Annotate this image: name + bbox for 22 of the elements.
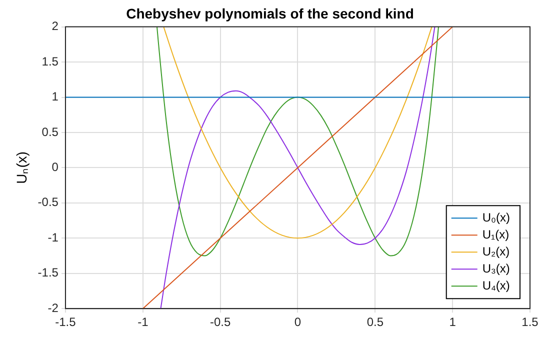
y-tick-label: 2 xyxy=(52,19,59,34)
legend-label: U₁(x) xyxy=(482,227,510,242)
y-tick-label: 1.5 xyxy=(42,54,59,68)
x-tick-label: 0.5 xyxy=(366,315,384,330)
x-tick-label: -0.5 xyxy=(210,315,231,330)
y-axis-title: Uₙ(x) xyxy=(13,151,30,184)
y-tick-label: -1 xyxy=(48,230,59,244)
x-tick-label: 0 xyxy=(294,315,302,330)
y-tick-label: 1 xyxy=(52,90,59,104)
y-tick-label: 0.5 xyxy=(42,124,59,139)
y-tick-label: 0 xyxy=(52,160,59,174)
x-tick-label: 1 xyxy=(449,315,456,330)
chart-title: Chebyshev polynomials of the second kind xyxy=(126,5,414,22)
x-tick-label: -1 xyxy=(138,315,149,330)
legend-label: U₀(x) xyxy=(482,210,510,224)
legend-label: U₂(x) xyxy=(482,244,510,258)
legend-label: U₃(x) xyxy=(482,261,510,276)
legend-label: U₄(x) xyxy=(482,278,510,292)
y-tick-label: -2 xyxy=(48,300,59,315)
y-tick-label: -1.5 xyxy=(38,266,59,280)
y-tick-label: -0.5 xyxy=(38,195,59,210)
x-tick-label: 1.5 xyxy=(522,315,539,330)
